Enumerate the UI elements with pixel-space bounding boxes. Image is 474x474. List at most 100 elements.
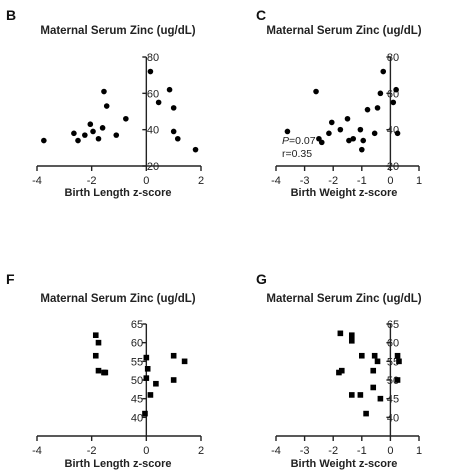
y-tick-label: 55 (131, 356, 143, 368)
data-point-circle (313, 88, 319, 95)
y-tick-label: 60 (131, 338, 143, 350)
data-point-circle (337, 126, 344, 133)
data-point-square (337, 330, 344, 337)
data-point-circle (326, 130, 332, 137)
y-tick-label: 20 (387, 161, 399, 173)
data-point-circle (318, 139, 325, 146)
chart-title: Maternal Serum Zinc (ug/dL) (40, 25, 195, 37)
data-point-circle (90, 128, 96, 135)
x-tick-label: -3 (300, 445, 310, 457)
x-tick-label: 2 (198, 445, 204, 457)
y-tick-label: 20 (147, 161, 159, 173)
x-tick-label: -3 (300, 175, 310, 187)
panel-letter: F (6, 271, 15, 287)
y-tick-label: 60 (147, 88, 159, 100)
data-point-circle (192, 146, 199, 153)
x-tick-label: -2 (87, 445, 97, 457)
data-point-square (348, 332, 355, 338)
data-point-square (92, 352, 99, 359)
data-point-circle (364, 106, 371, 113)
y-tick-label: 45 (131, 394, 143, 406)
data-point-circle (346, 137, 352, 144)
x-tick-label: -4 (32, 175, 42, 187)
y-tick-label: 80 (147, 52, 159, 64)
data-point-circle (170, 105, 177, 111)
x-axis-label: Birth Weight z-score (291, 187, 398, 199)
data-point-circle (380, 68, 387, 75)
y-tick-label: 60 (387, 338, 399, 350)
data-point-square (374, 358, 381, 365)
y-tick-label: 65 (387, 319, 399, 331)
data-point-square (370, 367, 377, 374)
data-point-square (370, 384, 377, 391)
data-point-circle (155, 99, 162, 106)
data-point-circle (374, 105, 381, 111)
x-tick-label: -4 (271, 175, 281, 187)
data-point-square (371, 352, 378, 359)
data-point-square (338, 367, 345, 374)
data-point-circle (41, 137, 47, 144)
data-point-circle (99, 125, 106, 131)
y-tick-label: 40 (131, 412, 143, 424)
x-tick-label: -1 (357, 175, 367, 187)
data-point-circle (166, 86, 173, 93)
data-point-circle (170, 128, 177, 135)
x-tick-label: 0 (387, 175, 393, 187)
data-point-square (394, 352, 401, 359)
y-tick-label: 45 (387, 394, 399, 406)
data-point-square (348, 338, 355, 344)
panel-letter: G (256, 271, 267, 287)
chart-title: Maternal Serum Zinc (ug/dL) (40, 293, 195, 305)
panel-letter: B (6, 7, 16, 23)
x-axis-label: Birth Weight z-score (291, 458, 398, 470)
data-point-circle (390, 99, 397, 106)
data-point-circle (82, 132, 88, 138)
data-point-circle (147, 68, 154, 75)
y-tick-label: 50 (131, 375, 143, 387)
chart-title: Maternal Serum Zinc (ug/dL) (266, 25, 421, 37)
x-tick-label: 0 (387, 445, 393, 457)
data-point-circle (394, 130, 401, 137)
data-point-circle (393, 86, 399, 93)
data-point-square (95, 367, 102, 374)
data-point-circle (350, 135, 357, 142)
data-point-square (396, 358, 402, 365)
x-axis-label: Birth Length z-score (65, 458, 172, 470)
data-point-circle (113, 132, 120, 138)
panel-b: B Maternal Serum Zinc (ug/dL) -4 -2 0 2 20 40 60… (6, 7, 204, 199)
data-point-square (143, 375, 150, 381)
data-point-circle (101, 88, 107, 95)
y-tick-label: 65 (131, 319, 143, 331)
data-point-circle (328, 119, 335, 126)
panel-letter: C (256, 7, 266, 23)
x-tick-label: 0 (143, 175, 149, 187)
data-point-circle (377, 90, 384, 97)
data-point-circle (87, 121, 94, 128)
data-point-circle (359, 146, 365, 153)
x-tick-label: 0 (143, 445, 149, 457)
x-tick-label: -4 (32, 445, 42, 457)
data-point-square (95, 339, 102, 346)
x-tick-label: 2 (198, 175, 204, 187)
p-value-annotation: P=0.07 (282, 135, 316, 147)
data-point-square (170, 377, 177, 383)
y-tick-label: 40 (387, 412, 399, 424)
y-tick-label: 40 (147, 125, 159, 137)
data-point-circle (75, 137, 81, 144)
x-axis-label: Birth Length z-score (65, 187, 172, 199)
x-tick-label: -1 (357, 445, 367, 457)
x-tick-label: -4 (271, 445, 281, 457)
data-point-square (144, 366, 151, 372)
x-tick-label: 1 (416, 175, 422, 187)
data-point-circle (357, 126, 364, 133)
data-point-circle (103, 103, 110, 109)
x-tick-label: 1 (416, 445, 422, 457)
y-tick-label: 55 (387, 356, 399, 368)
data-point-circle (344, 115, 351, 122)
data-point-square (142, 410, 148, 417)
data-point-circle (360, 137, 367, 144)
data-point-circle (174, 135, 181, 142)
x-tick-label: -2 (328, 175, 338, 187)
